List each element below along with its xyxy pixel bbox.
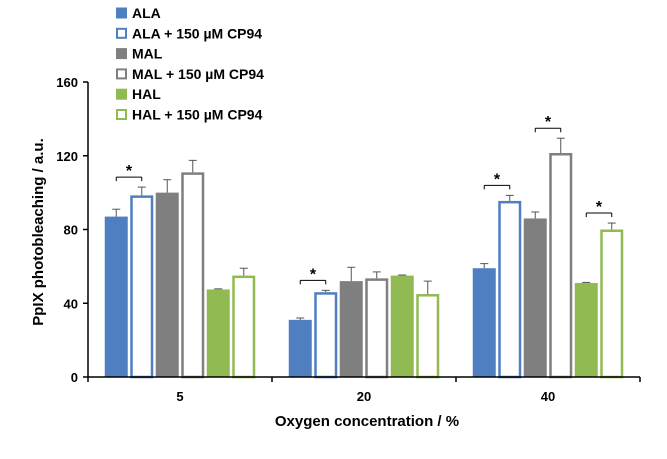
significance-markers: * * * * *	[115, 114, 613, 285]
bar	[416, 294, 440, 379]
error-bars	[112, 137, 616, 320]
significance-star: *	[494, 171, 501, 188]
significance-star: *	[310, 266, 317, 283]
bar	[574, 282, 598, 377]
legend-label: MAL + 150 µM CP94	[132, 66, 264, 82]
significance-star: *	[126, 163, 133, 180]
y-tick-label: 80	[64, 223, 78, 238]
bar	[232, 275, 256, 379]
y-axis-title: PpIX photobleaching / a.u.	[30, 138, 47, 326]
legend-swatch	[116, 68, 127, 80]
bars	[104, 152, 624, 379]
legend-label: ALA	[132, 5, 161, 21]
legend-label: MAL	[132, 46, 163, 62]
legend-label: ALA + 150 µM CP94	[132, 25, 262, 41]
legend-swatch	[116, 48, 127, 60]
legend-swatch	[116, 27, 127, 39]
bar	[365, 278, 389, 379]
ticks: 0 40 80 120 160 5 20 40	[56, 75, 641, 404]
bar	[523, 218, 547, 377]
legend-swatch	[116, 7, 127, 19]
bar	[206, 289, 230, 377]
y-tick-label: 120	[56, 149, 78, 164]
significance-star: *	[596, 199, 603, 216]
bar	[498, 200, 522, 379]
bar	[288, 319, 312, 377]
significance-star: *	[545, 114, 552, 131]
y-tick-label: 160	[56, 75, 78, 90]
x-tick-label: 40	[541, 389, 555, 404]
bar	[130, 195, 154, 379]
legend-label: HAL + 150 µM CP94	[132, 107, 263, 123]
bar	[390, 275, 414, 377]
bar	[314, 292, 338, 379]
bar	[549, 152, 573, 379]
bar	[181, 172, 205, 379]
bar	[472, 268, 496, 377]
legend-swatch	[116, 109, 127, 120]
y-tick-label: 0	[71, 370, 78, 385]
bar	[339, 281, 363, 377]
x-axis-title: Oxygen concentration / %	[275, 413, 459, 430]
bar	[104, 216, 128, 377]
legend-label: HAL	[132, 86, 161, 102]
legend-swatch	[116, 88, 127, 100]
y-tick-label: 40	[64, 296, 78, 311]
legend: ALA ALA + 150 µM CP94 MAL MAL + 150 µM CP94…	[116, 5, 264, 123]
bar	[600, 229, 624, 379]
x-tick-label: 20	[357, 389, 371, 404]
x-tick-label: 5	[176, 389, 183, 404]
bar	[155, 192, 179, 377]
